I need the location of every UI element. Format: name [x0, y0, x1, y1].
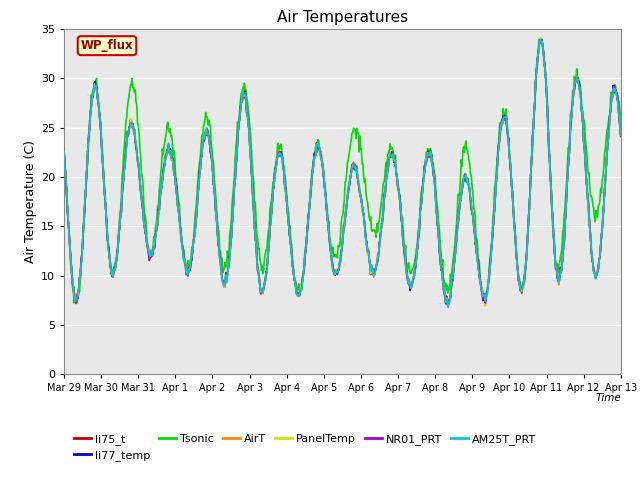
Text: WP_flux: WP_flux: [81, 39, 133, 52]
Y-axis label: Air Temperature (C): Air Temperature (C): [24, 140, 36, 263]
Legend: li75_t, li77_temp, Tsonic, AirT, PanelTemp, NR01_PRT, AM25T_PRT: li75_t, li77_temp, Tsonic, AirT, PanelTe…: [70, 429, 541, 466]
Title: Air Temperatures: Air Temperatures: [277, 10, 408, 25]
Text: Time: Time: [595, 394, 621, 403]
